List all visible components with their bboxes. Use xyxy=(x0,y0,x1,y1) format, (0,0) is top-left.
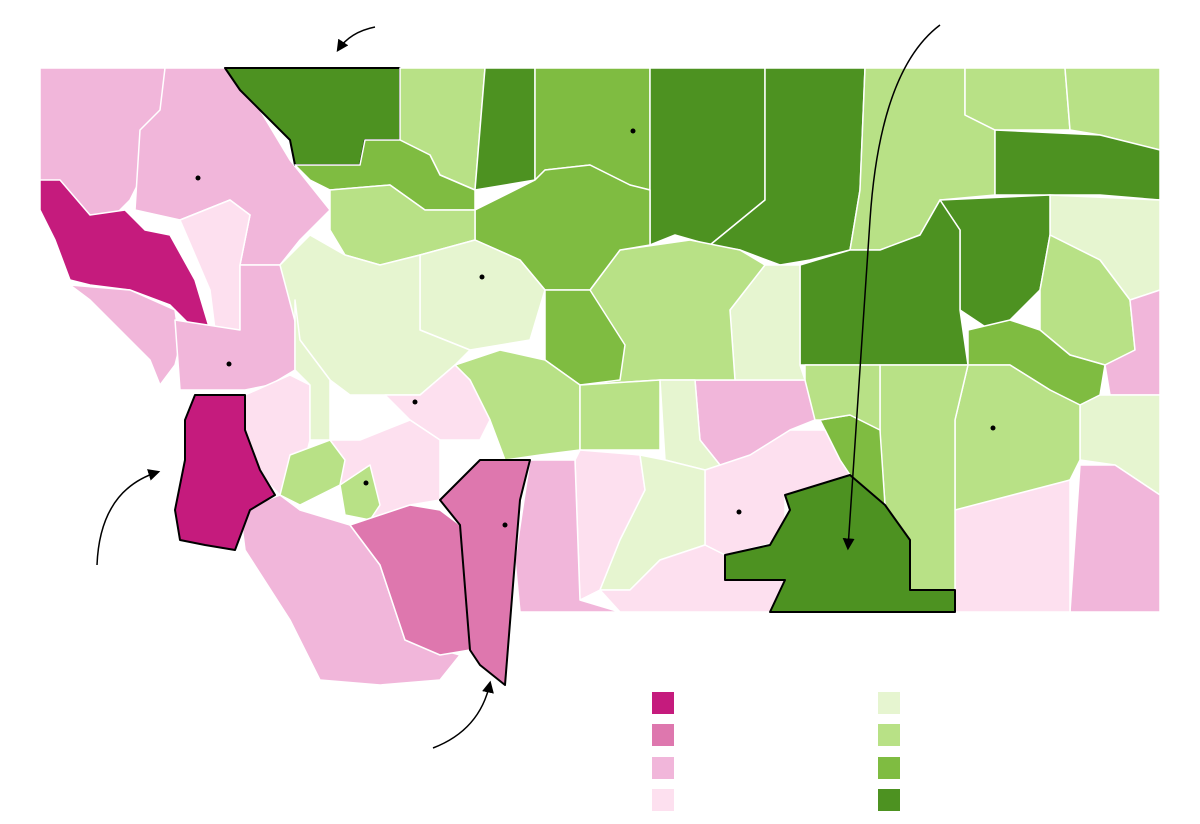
city-dot xyxy=(502,522,508,528)
legend-swatch xyxy=(652,757,674,779)
legend-swatch xyxy=(652,724,674,746)
city-dot xyxy=(630,128,636,134)
legend-swatch xyxy=(878,724,900,746)
county xyxy=(579,379,661,451)
legend xyxy=(652,692,900,811)
county xyxy=(994,129,1161,201)
legend-swatch xyxy=(878,789,900,811)
arrow xyxy=(96,469,161,566)
city-dot xyxy=(226,361,232,367)
city-dot xyxy=(736,509,742,515)
county xyxy=(1069,464,1161,613)
legend-swatch xyxy=(652,789,674,811)
county xyxy=(174,394,276,551)
city-dot xyxy=(990,425,996,431)
arrow xyxy=(842,24,941,551)
county xyxy=(439,459,531,686)
county xyxy=(804,364,881,431)
county xyxy=(724,474,956,613)
county xyxy=(474,67,536,191)
county xyxy=(239,494,461,686)
arrow xyxy=(336,26,376,52)
city-dot xyxy=(195,175,201,181)
city-dot xyxy=(363,480,369,486)
city-dots xyxy=(195,128,996,528)
county xyxy=(294,299,331,441)
county xyxy=(339,464,381,521)
city-dot xyxy=(479,274,485,280)
county xyxy=(964,67,1071,131)
arrow xyxy=(432,680,494,749)
legend-swatch xyxy=(878,692,900,714)
county xyxy=(69,284,181,386)
city-dot xyxy=(412,399,418,405)
legend-swatch xyxy=(652,692,674,714)
counties xyxy=(39,67,1161,686)
legend-swatch xyxy=(878,757,900,779)
